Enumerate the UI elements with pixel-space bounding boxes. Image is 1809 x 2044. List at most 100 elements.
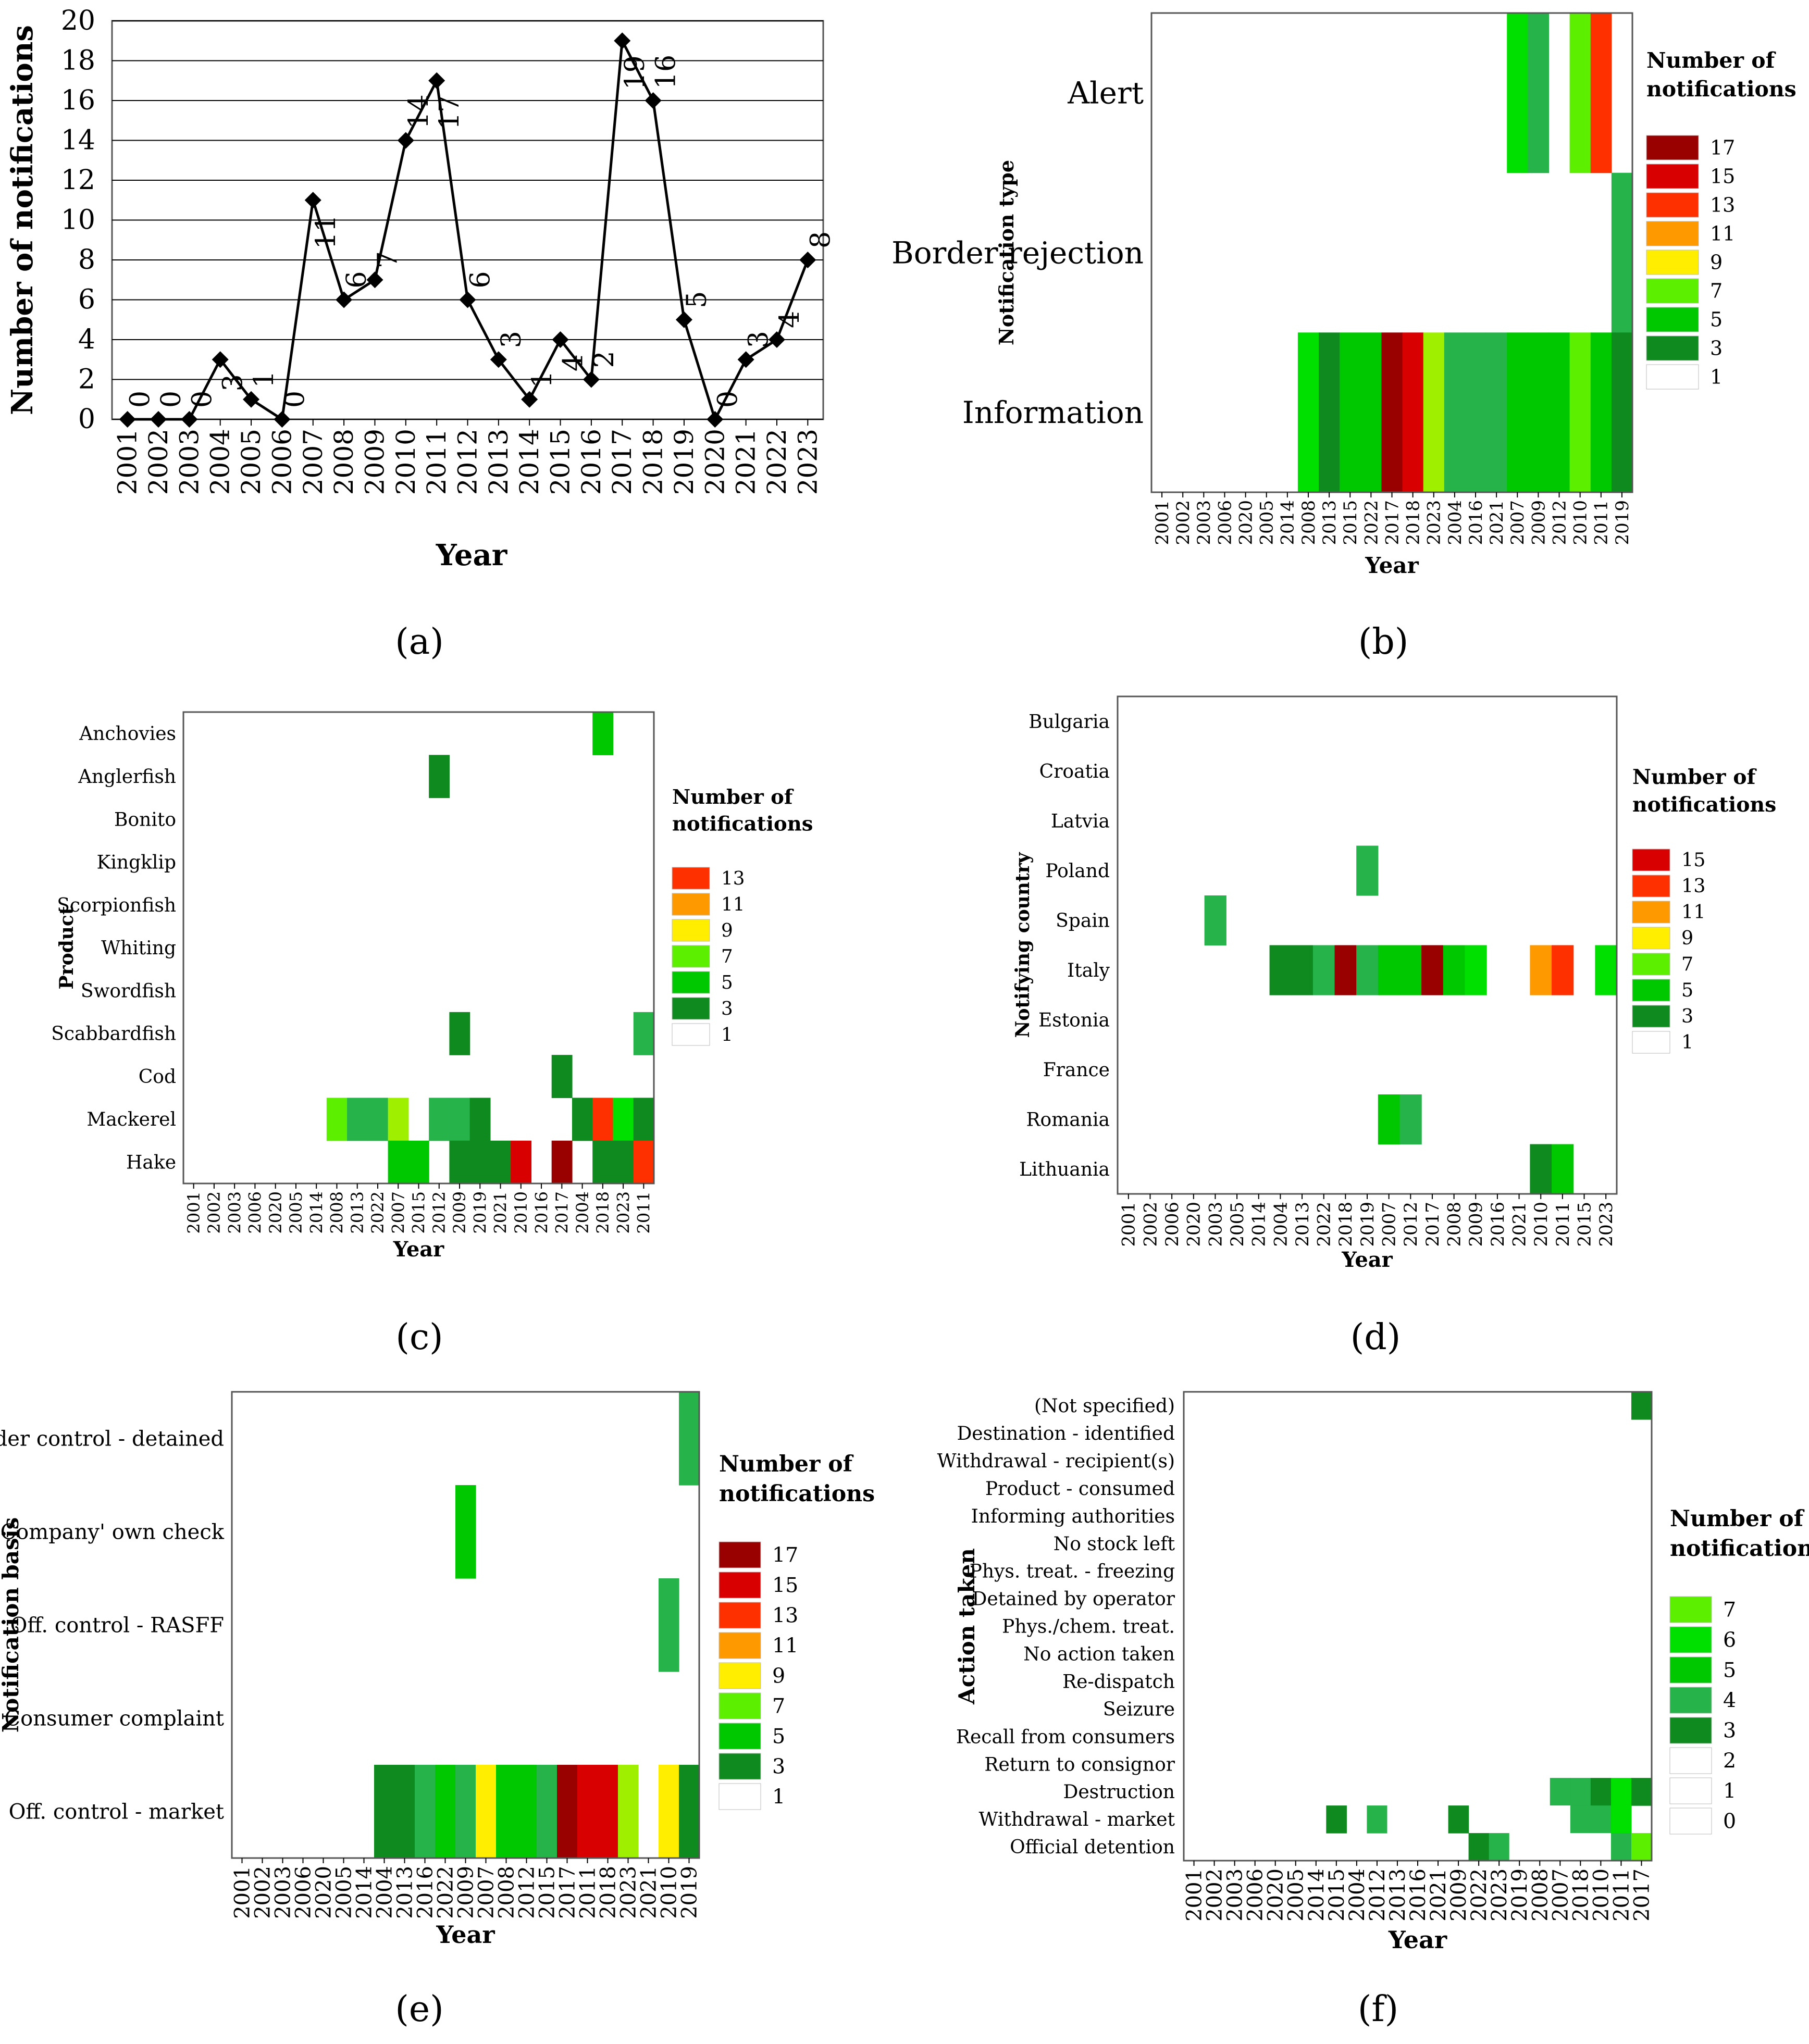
data-point: [768, 331, 785, 348]
legend-swatch: [1646, 278, 1699, 304]
row-label: Bulgaria: [1029, 711, 1110, 732]
legend-title-line2: notifications: [719, 1481, 875, 1507]
heatmap-cell: [1306, 1502, 1327, 1530]
x-tick-label: 2007: [475, 1866, 499, 1919]
x-tick-label: 2015: [1325, 1868, 1349, 1922]
x-tick-label: 2005: [1284, 1868, 1308, 1922]
heatmap-cell: [449, 1140, 470, 1184]
heatmap-cell: [1552, 945, 1574, 995]
data-label: 1: [527, 371, 558, 388]
legend-label: 11: [1710, 222, 1735, 245]
legend-swatch: [1669, 1656, 1712, 1684]
legend-swatch: [1646, 192, 1699, 218]
row-label: Consumer complaint: [5, 1707, 224, 1731]
x-tick-label: 2012: [1401, 1202, 1421, 1247]
x-tick-label: 2006: [292, 1866, 316, 1919]
heatmap-cell: [1570, 1640, 1591, 1668]
series-line: [127, 36, 809, 423]
heatmap-cell: [1631, 1695, 1652, 1723]
x-tick-label: 2006: [245, 1191, 265, 1233]
x-tick-label: 2016: [531, 1191, 551, 1233]
x-tick-label: 2022: [1361, 500, 1382, 545]
x-tick-label: 2015: [536, 1866, 560, 1919]
x-tick-label: 2010: [1589, 1868, 1613, 1922]
legend-swatch: [718, 1723, 761, 1750]
x-tick-label: 2010: [1531, 1202, 1552, 1247]
x-tick-label: 2004: [573, 1191, 592, 1233]
heatmap-cell: [1334, 945, 1357, 995]
heatmap-cell: [1326, 1447, 1347, 1475]
x-tick-label: 2005: [236, 429, 266, 495]
heatmap-cell: [1285, 1640, 1306, 1668]
x-tick-label: 2002: [1203, 1868, 1227, 1922]
heatmap-cell: [476, 1765, 497, 1859]
x-tick-label: 2001: [1152, 500, 1173, 545]
data-point: [181, 411, 198, 428]
legend-swatch: [1646, 135, 1699, 160]
heatmap-cell: [1569, 13, 1591, 173]
data-point: [428, 72, 445, 89]
x-axis-title: Year: [436, 538, 508, 572]
x-tick-label: 2021: [1486, 500, 1507, 545]
legend-label: 13: [1710, 193, 1735, 216]
x-tick-label: 2007: [388, 1191, 408, 1233]
legend-label: 1: [1710, 365, 1723, 388]
legend-swatch: [1632, 1005, 1670, 1028]
row-label: Destruction: [1063, 1781, 1175, 1803]
heatmap-cell: [1378, 945, 1401, 995]
data-point: [707, 411, 724, 428]
x-tick-label: 2019: [470, 1191, 490, 1233]
heatmap-cell: [1204, 895, 1226, 946]
row-label: Company' own check: [1, 1520, 225, 1544]
legend-label: 5: [1681, 979, 1693, 1001]
heatmap-cell: [1407, 1778, 1429, 1806]
legend-label: 15: [1681, 849, 1705, 871]
y-tick-label: 18: [61, 45, 95, 77]
x-tick-label: 2010: [1570, 500, 1591, 545]
x-tick-label: 2012: [515, 1866, 539, 1919]
x-tick-label: 2014: [514, 429, 544, 495]
heatmap-cell: [1550, 1419, 1571, 1448]
row-label: Informing authorities: [971, 1506, 1175, 1527]
x-tick-label: 2004: [1445, 500, 1466, 545]
heatmap-cell: [1509, 1805, 1530, 1834]
y-axis-title: Action taken: [954, 1548, 980, 1705]
x-tick-label: 2009: [1466, 1202, 1486, 1247]
heatmap-cell: [1489, 1833, 1510, 1861]
x-tick-label: 2009: [1447, 1868, 1471, 1922]
legend-swatch: [1669, 1626, 1712, 1653]
heatmap-cell: [1631, 1723, 1652, 1751]
heatmap-cell: [598, 1765, 618, 1859]
heatmap-cell: [592, 1098, 614, 1141]
y-tick-label: 4: [78, 324, 95, 355]
x-tick-label: 2010: [511, 1191, 531, 1233]
data-label: 14: [403, 94, 435, 129]
legend-swatch: [1669, 1808, 1712, 1835]
heatmap-cell: [1631, 1667, 1652, 1696]
y-tick-label: 8: [78, 244, 95, 276]
data-label: 11: [311, 215, 342, 249]
heatmap-cell: [1550, 1805, 1571, 1834]
heatmap-cell: [1297, 332, 1319, 493]
heatmap-cell: [1570, 1585, 1591, 1613]
legend-swatch: [1632, 901, 1670, 924]
heatmap-cell: [449, 1012, 470, 1055]
heatmap-cell: [1509, 1833, 1530, 1861]
x-tick-label: 2001: [231, 1866, 255, 1919]
row-label: Hake: [126, 1152, 176, 1173]
x-tick-label: 2006: [1215, 500, 1235, 545]
legend-label: 3: [1710, 336, 1723, 359]
heatmap-cell: [659, 1578, 679, 1672]
legend-swatch: [1632, 875, 1670, 898]
heatmap-cell: [1269, 945, 1292, 995]
heatmap-cell: [1570, 1805, 1591, 1834]
heatmap-cell: [1570, 1778, 1591, 1806]
row-label: Product - consumed: [985, 1478, 1175, 1500]
row-label: Alert: [1067, 76, 1144, 111]
legend-title-line2: notifications: [1632, 793, 1776, 817]
heatmap-cell: [1631, 1833, 1652, 1861]
data-label: 7: [372, 251, 403, 268]
heatmap-cell: [516, 1765, 537, 1859]
row-label: Destination - identified: [957, 1423, 1175, 1444]
